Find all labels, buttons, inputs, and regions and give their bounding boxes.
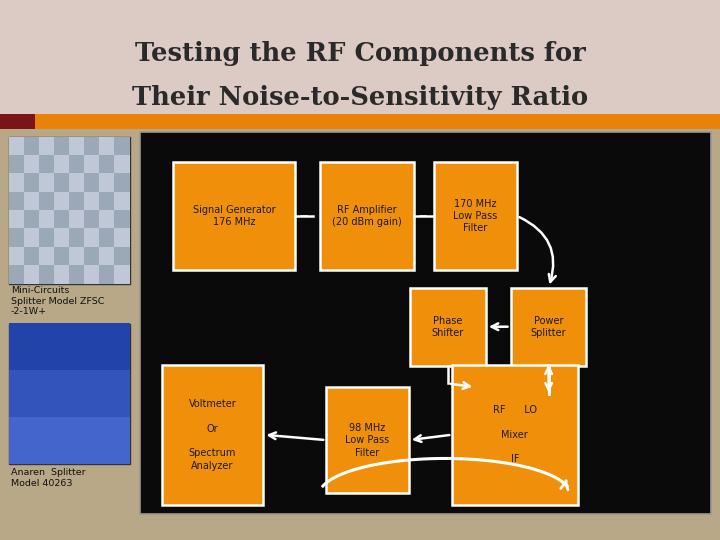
Bar [54, 228, 69, 247]
Bar [69, 155, 84, 173]
Bar [69, 173, 84, 192]
Bar [173, 162, 295, 270]
Bar [0, 0, 720, 116]
Bar [9, 265, 24, 284]
Bar [39, 265, 54, 284]
Bar [9, 323, 130, 370]
Text: Phase
Shifter: Phase Shifter [432, 315, 464, 338]
Bar [99, 137, 114, 155]
Text: Mini-Circuits
Splitter Model ZFSC
-2-1W+: Mini-Circuits Splitter Model ZFSC -2-1W+ [11, 286, 104, 316]
Bar [114, 137, 130, 155]
Bar [84, 137, 99, 155]
Bar [24, 173, 39, 192]
Bar [0, 114, 35, 129]
Bar [84, 192, 99, 210]
Bar [24, 137, 39, 155]
Bar [99, 247, 114, 265]
Bar [54, 265, 69, 284]
Bar [39, 173, 54, 192]
Text: Voltmeter

Or

Spectrum
Analyzer: Voltmeter Or Spectrum Analyzer [189, 399, 236, 471]
Bar [140, 132, 711, 514]
Bar [24, 210, 39, 228]
Bar [54, 247, 69, 265]
Bar [84, 228, 99, 247]
Bar [39, 192, 54, 210]
Bar [0, 114, 720, 129]
Bar [9, 137, 24, 155]
Bar [24, 247, 39, 265]
Bar [9, 155, 24, 173]
Bar [114, 155, 130, 173]
Bar [114, 265, 130, 284]
Bar [99, 173, 114, 192]
Bar [84, 210, 99, 228]
Bar [9, 247, 24, 265]
Bar [39, 210, 54, 228]
Bar [39, 137, 54, 155]
Bar [69, 228, 84, 247]
Bar [99, 228, 114, 247]
Bar [69, 247, 84, 265]
Bar [9, 417, 130, 464]
Bar [114, 192, 130, 210]
Bar [9, 228, 24, 247]
Bar [9, 137, 130, 284]
Bar [69, 210, 84, 228]
Bar [69, 265, 84, 284]
Bar [452, 364, 577, 505]
Bar [511, 287, 587, 366]
Text: Anaren  Splitter
Model 40263: Anaren Splitter Model 40263 [11, 468, 86, 488]
Bar [24, 228, 39, 247]
Bar [114, 247, 130, 265]
Bar [9, 324, 130, 464]
Bar [24, 265, 39, 284]
Bar [54, 173, 69, 192]
Bar [24, 155, 39, 173]
Bar [99, 265, 114, 284]
Text: —: — [300, 212, 307, 220]
Bar [410, 287, 485, 366]
Bar [99, 210, 114, 228]
Bar [39, 228, 54, 247]
Text: Testing the RF Components for: Testing the RF Components for [135, 42, 585, 66]
Bar [84, 155, 99, 173]
Text: —: — [493, 322, 503, 332]
Bar [325, 388, 409, 492]
Bar [24, 192, 39, 210]
Bar [39, 247, 54, 265]
Bar [99, 192, 114, 210]
Text: Signal Generator
176 MHz: Signal Generator 176 MHz [193, 205, 275, 227]
Bar [162, 364, 263, 505]
Text: Power
Splitter: Power Splitter [531, 315, 567, 338]
Text: Their Noise-to-Sensitivity Ratio: Their Noise-to-Sensitivity Ratio [132, 85, 588, 110]
Text: —: — [419, 212, 427, 220]
Bar [433, 162, 517, 270]
Text: —: — [426, 433, 436, 442]
Bar [84, 173, 99, 192]
Bar [9, 192, 24, 210]
Text: RF Amplifier
(20 dBm gain): RF Amplifier (20 dBm gain) [333, 205, 402, 227]
Bar [114, 228, 130, 247]
Bar [69, 137, 84, 155]
Bar [54, 192, 69, 210]
Bar [114, 173, 130, 192]
Bar [99, 155, 114, 173]
Bar [39, 155, 54, 173]
Bar [9, 370, 130, 417]
Bar [84, 247, 99, 265]
Bar [9, 173, 24, 192]
Bar [54, 155, 69, 173]
Bar [9, 210, 24, 228]
Bar [69, 192, 84, 210]
Text: 98 MHz
Low Pass
Filter: 98 MHz Low Pass Filter [345, 423, 390, 457]
Text: 170 MHz
Low Pass
Filter: 170 MHz Low Pass Filter [453, 199, 498, 233]
Bar [54, 210, 69, 228]
Text: RF      LO

Mixer

IF: RF LO Mixer IF [492, 405, 537, 464]
Bar [320, 162, 414, 270]
Bar [84, 265, 99, 284]
Bar [114, 210, 130, 228]
Bar [54, 137, 69, 155]
